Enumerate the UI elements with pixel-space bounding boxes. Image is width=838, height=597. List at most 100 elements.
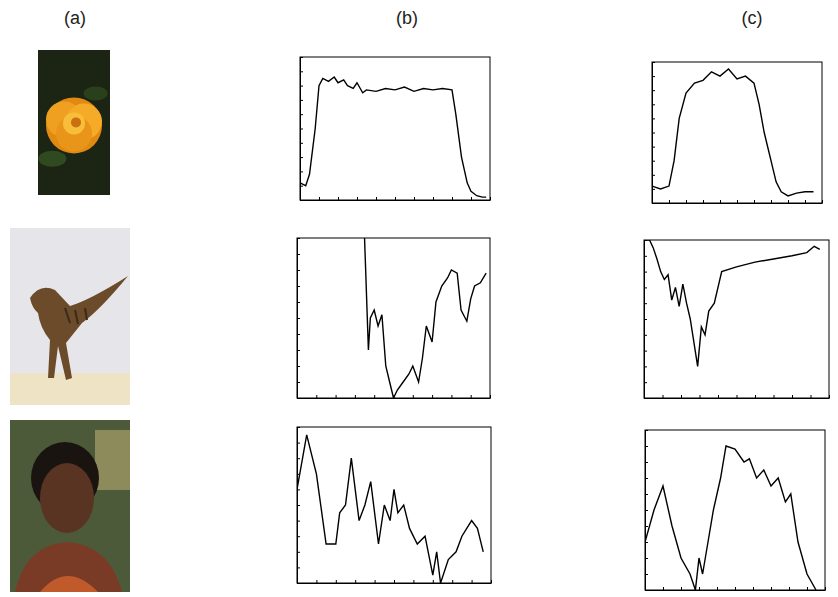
tick-mark <box>355 580 356 583</box>
tick-mark <box>336 395 337 398</box>
tick <box>644 256 647 257</box>
tick <box>471 197 472 200</box>
tick-mark <box>297 270 300 271</box>
leaf <box>84 87 108 101</box>
tick <box>645 542 648 543</box>
tick-mark <box>788 200 789 203</box>
line-chart <box>300 57 491 201</box>
tick <box>644 398 647 399</box>
tick <box>297 458 300 459</box>
tick-mark <box>300 71 303 72</box>
plot-frame <box>652 62 822 203</box>
tick <box>822 200 823 203</box>
tick <box>297 238 300 239</box>
tick <box>414 197 415 200</box>
petal <box>46 97 102 153</box>
tick <box>644 287 647 288</box>
tick-mark <box>703 200 704 203</box>
tick-mark <box>357 197 358 200</box>
tick-mark <box>652 203 655 204</box>
tick-mark <box>652 161 655 162</box>
petal <box>71 117 81 127</box>
tick <box>825 587 826 590</box>
tick <box>336 395 337 398</box>
photo-background <box>10 228 130 405</box>
tick <box>375 580 376 583</box>
tick <box>811 395 812 398</box>
tick-mark <box>297 350 300 351</box>
tick <box>686 200 687 203</box>
tick-mark <box>789 587 790 590</box>
plot-area <box>645 446 816 590</box>
plot-frame <box>644 240 829 398</box>
tick <box>644 366 647 367</box>
photo-rose <box>38 50 110 195</box>
y-axis <box>645 431 648 591</box>
tick <box>652 133 655 134</box>
tick <box>432 395 433 398</box>
tick-mark <box>300 157 303 158</box>
tick <box>652 118 655 119</box>
tick <box>297 398 300 399</box>
tick-mark <box>686 200 687 203</box>
tick <box>300 114 303 115</box>
tick-mark <box>297 398 300 399</box>
tick-mark <box>663 395 664 398</box>
tick <box>805 200 806 203</box>
tick <box>297 489 300 490</box>
tick <box>316 580 317 583</box>
tick-mark <box>645 542 648 543</box>
line-chart <box>297 427 492 584</box>
tick <box>300 186 303 187</box>
tick-mark <box>792 395 793 398</box>
tick <box>754 200 755 203</box>
tick <box>717 587 718 590</box>
tick-mark <box>297 427 300 428</box>
tick <box>652 161 655 162</box>
tick <box>297 318 300 319</box>
tick-mark <box>297 318 300 319</box>
tick-mark <box>297 443 300 444</box>
tick-mark <box>645 510 648 511</box>
tick <box>645 430 648 431</box>
axis-line <box>301 200 491 201</box>
tick <box>644 351 647 352</box>
axis-line <box>645 398 830 399</box>
tick-mark <box>771 587 772 590</box>
tick-mark <box>754 200 755 203</box>
petal <box>63 112 85 134</box>
tick-mark <box>644 287 647 288</box>
tick-mark <box>297 552 300 553</box>
tick <box>394 580 395 583</box>
tick-mark <box>316 395 317 398</box>
tick-mark <box>300 114 303 115</box>
tick-mark <box>645 558 648 559</box>
tick <box>433 197 434 200</box>
tick-mark <box>297 521 300 522</box>
tick <box>300 200 303 201</box>
tick <box>395 197 396 200</box>
tick <box>644 319 647 320</box>
axis-line <box>646 590 826 591</box>
tick-mark <box>805 200 806 203</box>
tick <box>300 129 303 130</box>
tick-mark <box>644 366 647 367</box>
tick <box>663 587 664 590</box>
tick-mark <box>300 86 303 87</box>
plot-area <box>300 77 486 197</box>
tick-mark <box>432 395 433 398</box>
tick-mark <box>645 478 648 479</box>
tick <box>300 171 303 172</box>
tick-mark <box>663 587 664 590</box>
line-chart <box>644 240 830 399</box>
tick-mark <box>490 197 491 200</box>
line-chart <box>297 238 491 399</box>
tick <box>297 443 300 444</box>
tick <box>720 200 721 203</box>
line-chart <box>652 62 823 204</box>
tick-mark <box>394 580 395 583</box>
tick-mark <box>297 567 300 568</box>
tick-mark <box>644 256 647 257</box>
tick-mark <box>297 382 300 383</box>
tick-mark <box>652 147 655 148</box>
